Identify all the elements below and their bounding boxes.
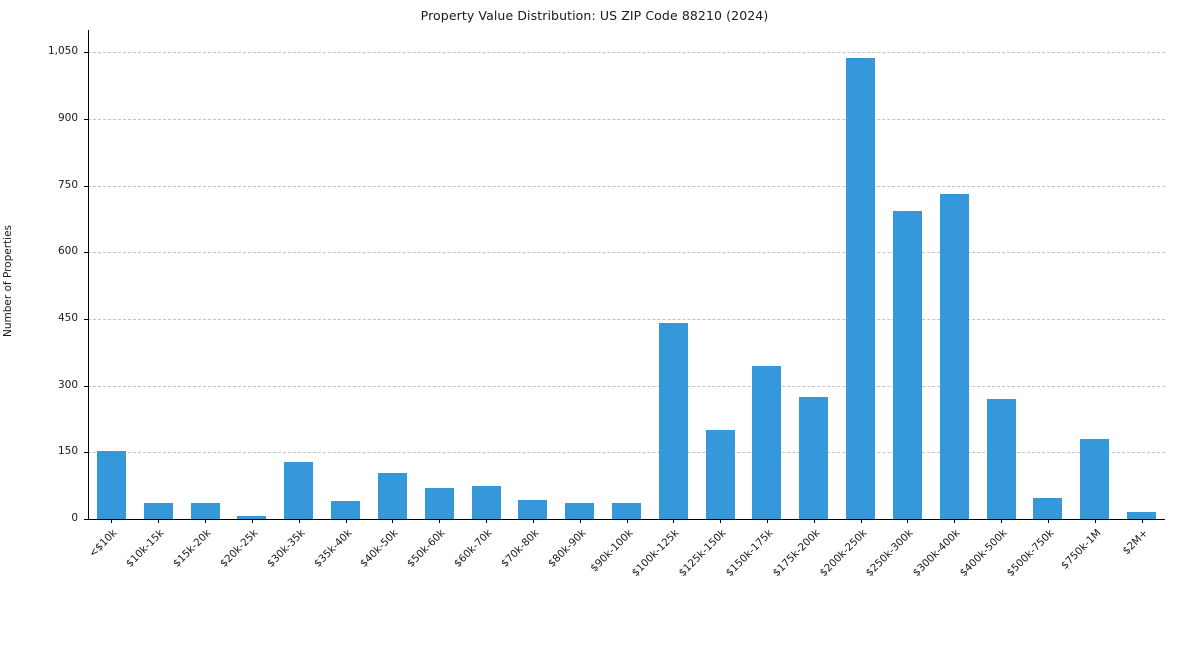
x-tick-mark — [1001, 519, 1003, 523]
bar-slot[interactable] — [143, 30, 173, 519]
bar[interactable] — [1033, 497, 1063, 519]
bar[interactable] — [96, 451, 126, 519]
bar-slot[interactable] — [190, 30, 220, 519]
bar-slot[interactable] — [237, 30, 267, 519]
y-tick-label: 150 — [57, 445, 78, 458]
bar[interactable] — [424, 488, 454, 519]
x-tick-mark — [673, 519, 675, 523]
bar[interactable] — [705, 430, 735, 519]
gridline — [88, 185, 1165, 187]
bars-layer — [88, 30, 1165, 519]
y-tick-label: 750 — [57, 178, 78, 191]
bar[interactable] — [284, 462, 314, 519]
y-tick-label: 900 — [57, 111, 78, 124]
x-tick-mark — [532, 519, 534, 523]
x-tick-mark — [579, 519, 581, 523]
y-tick-mark — [84, 318, 88, 320]
y-tick-mark — [84, 519, 88, 520]
x-tick-mark — [720, 519, 722, 523]
bar[interactable] — [143, 502, 173, 519]
y-tick-label: 450 — [57, 311, 78, 324]
y-tick-mark — [84, 118, 88, 120]
x-tick-mark — [439, 519, 441, 523]
x-tick-mark — [392, 519, 394, 523]
bar[interactable] — [1080, 438, 1110, 519]
y-tick-mark — [84, 185, 88, 187]
bar-slot[interactable] — [1127, 30, 1157, 519]
chart-figure: Property Value Distribution: US ZIP Code… — [2, 8, 1165, 579]
gridline — [88, 318, 1165, 320]
y-axis-line — [88, 30, 89, 519]
bar[interactable] — [565, 502, 595, 519]
bar-slot[interactable] — [424, 30, 454, 519]
x-tick-mark — [251, 519, 253, 523]
gridline — [88, 52, 1165, 54]
bar[interactable] — [939, 194, 969, 519]
bar[interactable] — [611, 503, 641, 519]
bar-slot[interactable] — [892, 30, 922, 519]
y-tick-mark — [84, 252, 88, 254]
y-tick-mark — [84, 52, 88, 54]
bar-slot[interactable] — [331, 30, 361, 519]
bar[interactable] — [799, 396, 829, 519]
gridline — [88, 118, 1165, 120]
bar-slot[interactable] — [377, 30, 407, 519]
gridline — [88, 452, 1165, 454]
x-tick-mark — [345, 519, 347, 523]
gridline — [88, 385, 1165, 387]
bar-slot[interactable] — [752, 30, 782, 519]
bar[interactable] — [1127, 511, 1157, 519]
x-tick-mark — [111, 519, 113, 523]
bar-slot[interactable] — [658, 30, 688, 519]
x-tick-mark — [486, 519, 488, 523]
x-tick-mark — [766, 519, 768, 523]
y-axis-label: Number of Properties — [2, 224, 14, 338]
y-tick-mark — [84, 452, 88, 454]
x-tick-mark — [626, 519, 628, 523]
bar[interactable] — [471, 486, 501, 519]
bar[interactable] — [892, 210, 922, 519]
bar-slot[interactable] — [986, 30, 1016, 519]
y-tick-label: 600 — [57, 245, 78, 258]
bar-slot[interactable] — [611, 30, 641, 519]
bar-slot[interactable] — [565, 30, 595, 519]
chart-title: Property Value Distribution: US ZIP Code… — [420, 8, 769, 23]
bar-slot[interactable] — [471, 30, 501, 519]
x-tick-mark — [158, 519, 160, 523]
x-tick-mark — [298, 519, 300, 523]
bar-slot[interactable] — [846, 30, 876, 519]
bar-slot[interactable] — [705, 30, 735, 519]
bar-slot[interactable] — [1080, 30, 1110, 519]
bar[interactable] — [190, 503, 220, 519]
bar[interactable] — [846, 58, 876, 519]
bar[interactable] — [986, 399, 1016, 519]
x-tick-mark — [205, 519, 207, 523]
gridline — [88, 252, 1165, 254]
y-tick-mark — [84, 385, 88, 387]
bar-slot[interactable] — [799, 30, 829, 519]
bar-slot[interactable] — [96, 30, 126, 519]
x-tick-mark — [813, 519, 815, 523]
bar[interactable] — [518, 499, 548, 519]
x-tick-mark — [1094, 519, 1096, 523]
x-tick-mark — [907, 519, 909, 523]
bar[interactable] — [331, 500, 361, 519]
x-tick-mark — [1047, 519, 1049, 523]
bar-slot[interactable] — [518, 30, 548, 519]
bar-slot[interactable] — [284, 30, 314, 519]
bar[interactable] — [237, 515, 267, 519]
bar[interactable] — [377, 472, 407, 519]
y-tick-label: 300 — [57, 378, 78, 391]
bar-slot[interactable] — [1033, 30, 1063, 519]
y-tick-label: 1,050 — [47, 45, 78, 58]
x-tick-mark — [1141, 519, 1143, 523]
bar[interactable] — [752, 365, 782, 519]
bar[interactable] — [658, 322, 688, 519]
y-tick-label: 0 — [71, 512, 78, 524]
x-tick-mark — [954, 519, 956, 523]
x-tick-mark — [860, 519, 862, 523]
bar-slot[interactable] — [939, 30, 969, 519]
